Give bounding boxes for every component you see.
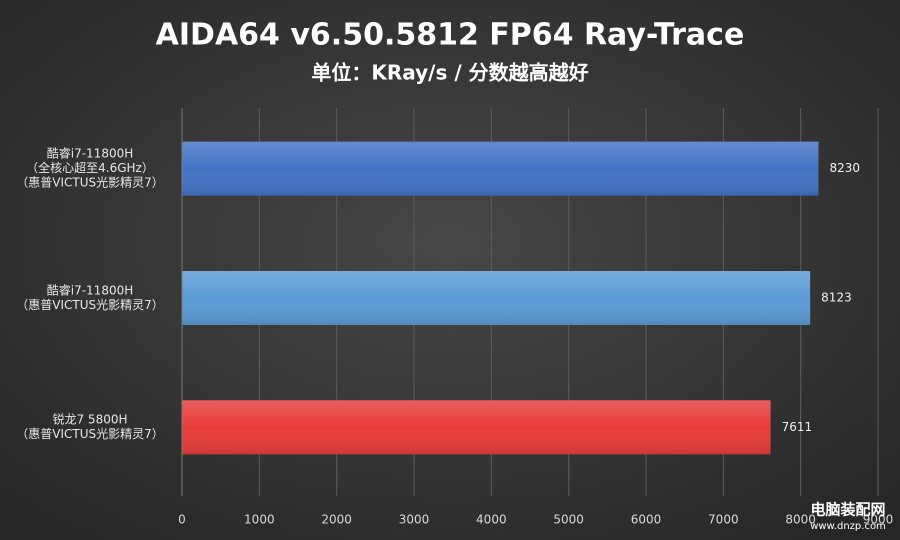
x-tick-label: 1000 xyxy=(244,513,275,527)
value-label: 8230 xyxy=(829,161,860,175)
bar-shine xyxy=(182,271,811,325)
y-tick-label: 酷睿i7-11800H xyxy=(47,146,134,161)
y-tick-label: 酷睿i7-11800H xyxy=(47,282,134,297)
x-tick-label: 3000 xyxy=(399,513,430,527)
x-tick-label: 0 xyxy=(178,513,186,527)
value-label: 8123 xyxy=(821,291,852,305)
chart-subtitle: 单位：KRay/s / 分数越高越好 xyxy=(311,61,588,85)
x-tick-label: 6000 xyxy=(631,513,662,527)
y-tick-label: （惠普VICTUS光影精灵7） xyxy=(16,176,164,190)
x-tick-label: 7000 xyxy=(708,513,739,527)
bar-shine xyxy=(182,400,771,455)
bar-shine xyxy=(182,141,819,196)
y-tick-label: （惠普VICTUS光影精灵7） xyxy=(16,427,164,441)
watermark-url: www.dnzp.com xyxy=(810,521,886,532)
value-label: 7611 xyxy=(782,420,813,434)
x-tick-label: 5000 xyxy=(553,513,584,527)
y-tick-label: （全核心超至4.6GHz） xyxy=(26,160,154,175)
x-tick-label: 4000 xyxy=(476,513,507,527)
y-tick-label: 锐龙7 5800H xyxy=(52,413,127,427)
watermark: 电脑装配网 xyxy=(810,501,885,519)
x-tick-label: 2000 xyxy=(321,513,352,527)
y-tick-label: （惠普VICTUS光影精灵7） xyxy=(16,298,164,312)
x-tick-label: 8000 xyxy=(785,513,816,527)
chart-title: AIDA64 v6.50.5812 FP64 Ray-Trace xyxy=(156,18,745,53)
plot-area: 0 1000 2000 3000 4000 5000 6000 7000 8000 9000 酷睿i… xyxy=(16,108,893,527)
x-tick-label: 9000 xyxy=(863,513,894,527)
